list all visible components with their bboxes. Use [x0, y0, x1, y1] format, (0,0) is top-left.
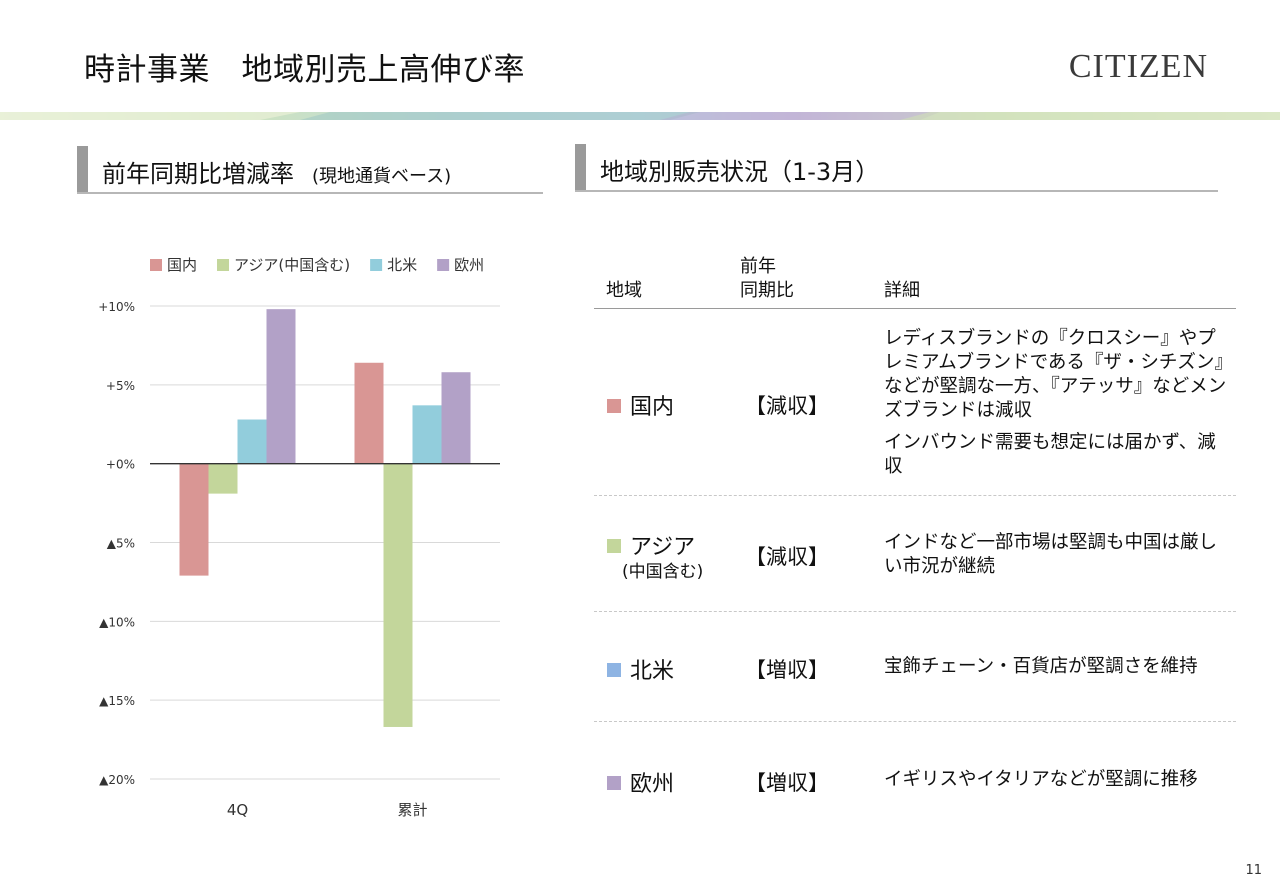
bar: [208, 463, 238, 494]
table-section-title: 地域別販売状況（1-3月）: [600, 158, 880, 186]
y-tick-label: ▲10%: [99, 615, 135, 629]
legend-swatch: [437, 259, 450, 271]
details-asia: インドなど一部市場は堅調も中国は厳しい市況が継続: [884, 531, 1229, 587]
legend-label: 欧州: [454, 256, 484, 274]
bar: [266, 309, 296, 464]
status-north-america: 【増収】: [745, 658, 829, 682]
region-north-america: 北米: [607, 653, 674, 685]
y-tick-label: +5%: [106, 379, 135, 393]
details-north-america: 宝飾チェーン・百貨店が堅調さを維持: [884, 655, 1229, 687]
y-tick-label: ▲20%: [99, 773, 135, 787]
legend-label: 北米: [387, 256, 417, 274]
details-domestic: レディスブランドの『クロスシー』やプレミアムブランドである『ザ・シチズン』などが…: [884, 327, 1229, 487]
legend-swatch: [370, 259, 383, 271]
y-tick-label: ▲15%: [99, 694, 135, 708]
table-header-line: [594, 308, 1236, 309]
region-asia-sub: (中国含む): [622, 562, 704, 582]
col-header-yoy-line2: 同期比: [740, 280, 794, 301]
bar: [412, 405, 442, 464]
detail-text: インドなど一部市場は堅調も中国は厳しい市況が継続: [884, 532, 1218, 577]
brand-logo: CITIZEN: [1068, 48, 1208, 85]
region-domestic: 国内: [607, 389, 674, 421]
legend-square: [607, 776, 621, 790]
region-label: 北米: [630, 659, 675, 684]
x-tick-label: 累計: [397, 801, 427, 819]
region-asia: アジア: [607, 529, 695, 561]
detail-text: イギリスやイタリアなどが堅調に推移: [884, 769, 1198, 790]
bar: [237, 419, 267, 464]
section-marker: [575, 144, 586, 190]
bar: [354, 362, 384, 464]
chart-section-subtitle: (現地通貨ベース): [312, 166, 452, 187]
x-tick-label: 4Q: [227, 801, 248, 819]
bar: [441, 372, 471, 464]
status-europe: 【増収】: [745, 771, 829, 795]
row-separator: [594, 721, 1236, 722]
page-number: 11: [1245, 863, 1262, 878]
col-header-yoy: 前年 同期比: [740, 255, 794, 303]
detail-text: レディスブランドの『クロスシー』やプレミアムブランドである『ザ・シチズン』などが…: [884, 328, 1227, 421]
decorative-band: [0, 112, 1280, 120]
col-header-region: 地域: [606, 280, 642, 301]
bar: [383, 463, 413, 727]
y-tick-label: ▲5%: [107, 537, 135, 551]
row-separator: [594, 611, 1236, 612]
legend-label: 国内: [167, 256, 197, 274]
section-marker: [77, 146, 88, 192]
region-europe: 欧州: [607, 766, 674, 798]
region-label: 欧州: [630, 772, 675, 797]
chart-section-title: 前年同期比増減率 (現地通貨ベース): [102, 154, 451, 189]
col-header-yoy-line1: 前年: [740, 256, 776, 277]
region-label: アジア: [630, 535, 696, 560]
legend-square: [607, 539, 621, 553]
detail-text: インバウンド需要も想定には届かず、減収: [884, 432, 1216, 477]
col-header-details: 詳細: [884, 280, 920, 301]
chart-section-header: 前年同期比増減率 (現地通貨ベース): [77, 146, 543, 194]
y-tick-label: +0%: [106, 458, 135, 472]
legend-label: アジア(中国含む): [234, 256, 350, 274]
page-title: 時計事業 地域別売上高伸び率: [84, 52, 525, 88]
legend-swatch: [150, 259, 162, 271]
detail-text: 宝飾チェーン・百貨店が堅調さを維持: [884, 656, 1198, 677]
table-section-header: 地域別販売状況（1-3月）: [575, 144, 1218, 192]
growth-bar-chart: +10% +5% +0% ▲5% ▲10% ▲15% ▲20% 4Q 累計 国内 アジア(中国含む)…: [98, 256, 500, 819]
legend-swatch: [217, 259, 230, 271]
details-europe: イギリスやイタリアなどが堅調に推移: [884, 768, 1229, 800]
chart-section-title-text: 前年同期比増減率: [102, 160, 294, 188]
status-asia: 【減収】: [745, 545, 829, 569]
legend-square: [607, 399, 621, 413]
bar: [179, 463, 209, 576]
y-tick-label: +10%: [98, 300, 135, 314]
region-label: 国内: [630, 395, 675, 420]
status-domestic: 【減収】: [745, 394, 829, 418]
legend-square: [607, 663, 621, 677]
row-separator: [594, 495, 1236, 496]
